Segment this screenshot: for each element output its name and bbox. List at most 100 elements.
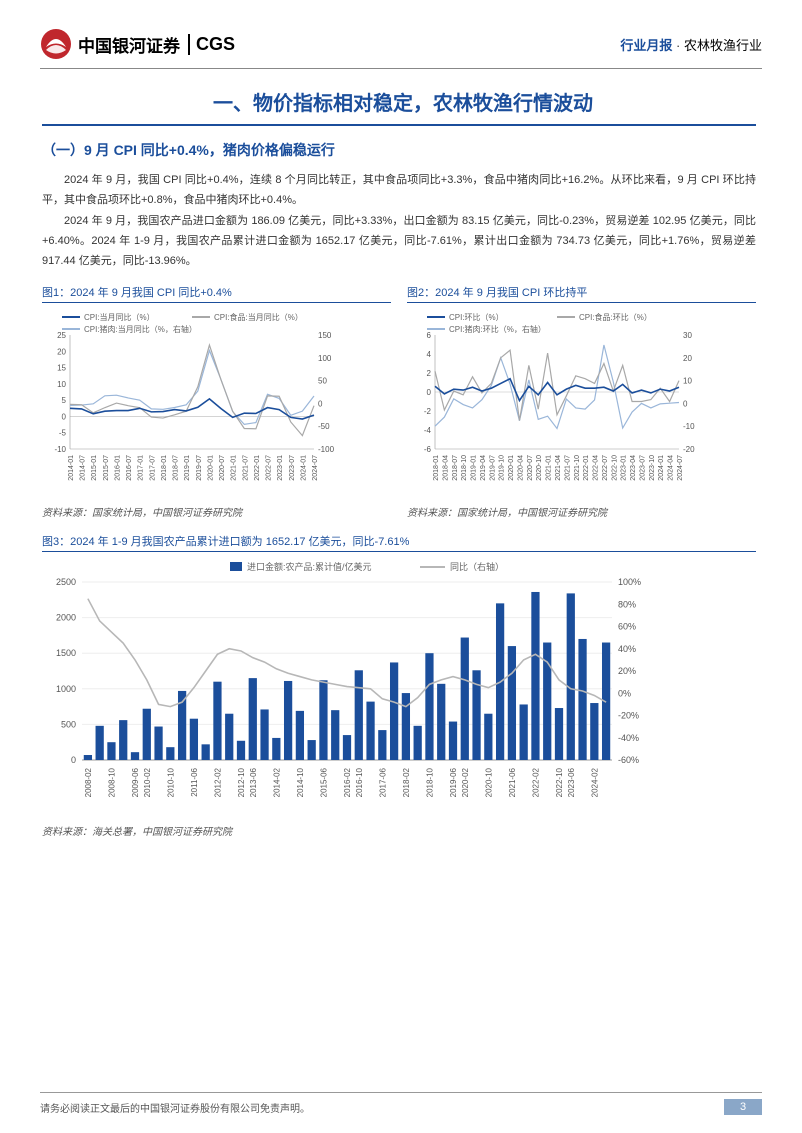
svg-text:2016-02: 2016-02 bbox=[343, 767, 352, 797]
svg-text:2019-01: 2019-01 bbox=[184, 455, 191, 481]
chart-3-title: 图3：2024 年 1-9 月我国农产品累计进口额为 1652.17 亿美元，同… bbox=[42, 533, 756, 552]
paragraph-2: 2024 年 9 月，我国农产品进口金额为 186.09 亿美元，同比+3.33… bbox=[42, 211, 756, 272]
svg-text:2014-01: 2014-01 bbox=[68, 455, 75, 481]
brand-name-cn: 中国银河证券 bbox=[78, 32, 180, 57]
svg-text:2019-06: 2019-06 bbox=[449, 767, 458, 797]
svg-text:2018-01: 2018-01 bbox=[161, 455, 168, 481]
svg-text:-40%: -40% bbox=[618, 732, 639, 742]
chart-3-svg: 进口金额:农产品:累计值/亿美元同比（右轴）050010001500200025… bbox=[42, 556, 658, 816]
svg-text:60%: 60% bbox=[618, 621, 636, 631]
svg-text:5: 5 bbox=[62, 396, 67, 405]
svg-text:2008-10: 2008-10 bbox=[107, 767, 116, 797]
svg-text:2019-10: 2019-10 bbox=[499, 455, 506, 481]
svg-text:2018-04: 2018-04 bbox=[442, 455, 449, 481]
svg-text:10: 10 bbox=[57, 380, 66, 389]
svg-text:2021-04: 2021-04 bbox=[555, 455, 562, 481]
svg-text:2023-10: 2023-10 bbox=[649, 455, 656, 481]
logo-icon bbox=[40, 28, 72, 60]
svg-text:2021-10: 2021-10 bbox=[574, 455, 581, 481]
svg-text:CPI:当月同比（%）: CPI:当月同比（%） bbox=[84, 312, 155, 322]
svg-text:2015-06: 2015-06 bbox=[319, 767, 328, 797]
svg-text:2016-01: 2016-01 bbox=[114, 455, 121, 481]
svg-text:40%: 40% bbox=[618, 643, 636, 653]
svg-text:2024-04: 2024-04 bbox=[668, 455, 675, 481]
svg-text:2020-02: 2020-02 bbox=[461, 767, 470, 797]
paragraph-1: 2024 年 9 月，我国 CPI 同比+0.4%，连续 8 个月同比转正，其中… bbox=[42, 170, 756, 211]
svg-text:20: 20 bbox=[683, 354, 692, 363]
svg-text:2022-01: 2022-01 bbox=[254, 455, 261, 481]
svg-text:2015-01: 2015-01 bbox=[91, 455, 98, 481]
svg-text:CPI:猪肉:当月同比（%，右轴）: CPI:猪肉:当月同比（%，右轴） bbox=[84, 324, 197, 334]
svg-text:2008-02: 2008-02 bbox=[84, 767, 93, 797]
svg-text:2014-07: 2014-07 bbox=[80, 455, 87, 481]
svg-text:50: 50 bbox=[318, 376, 327, 385]
svg-text:2014-10: 2014-10 bbox=[296, 767, 305, 797]
svg-text:2024-07: 2024-07 bbox=[312, 455, 319, 481]
crumb-sep: · bbox=[676, 38, 680, 53]
svg-text:2022-07: 2022-07 bbox=[602, 455, 609, 481]
chart-1-source: 资料来源：国家统计局，中国银河证券研究院 bbox=[42, 504, 391, 519]
svg-text:100%: 100% bbox=[618, 577, 641, 587]
svg-text:CPI:猪肉:环比（%，右轴）: CPI:猪肉:环比（%，右轴） bbox=[449, 324, 546, 334]
svg-text:1500: 1500 bbox=[56, 648, 76, 658]
svg-text:2023-01: 2023-01 bbox=[621, 455, 628, 481]
chart-1-title: 图1：2024 年 9 月我国 CPI 同比+0.4% bbox=[42, 284, 391, 303]
svg-text:CPI:食品:当月同比（%）: CPI:食品:当月同比（%） bbox=[214, 312, 303, 322]
svg-text:2020-01: 2020-01 bbox=[508, 455, 515, 481]
svg-text:-50: -50 bbox=[318, 422, 330, 431]
svg-text:2017-06: 2017-06 bbox=[378, 767, 387, 797]
chart-1: 图1：2024 年 9 月我国 CPI 同比+0.4% CPI:当月同比（%）C… bbox=[42, 284, 391, 519]
svg-text:2020-10: 2020-10 bbox=[536, 455, 543, 481]
svg-text:-10: -10 bbox=[54, 445, 66, 454]
chart-2-svg: CPI:环比（%）CPI:食品:环比（%）CPI:猪肉:环比（%，右轴）-6-4… bbox=[407, 307, 707, 497]
svg-text:80%: 80% bbox=[618, 599, 636, 609]
chart-3-source: 资料来源：海关总署，中国银河证券研究院 bbox=[42, 823, 756, 838]
disclaimer: 请务必阅读正文最后的中国银河证券股份有限公司免责声明。 bbox=[40, 1100, 310, 1115]
svg-text:2012-02: 2012-02 bbox=[213, 767, 222, 797]
svg-text:2020-07: 2020-07 bbox=[527, 455, 534, 481]
crumb-report-type: 行业月报 bbox=[620, 38, 672, 53]
svg-text:CPI:环比（%）: CPI:环比（%） bbox=[449, 312, 504, 322]
svg-text:2020-04: 2020-04 bbox=[517, 455, 524, 481]
chart-1-svg: CPI:当月同比（%） CPI:食品:当月同比（%） CPI:猪肉:当月同比（%，右… bbox=[42, 307, 342, 497]
brand-name-en: CGS bbox=[188, 34, 235, 55]
svg-text:2017-01: 2017-01 bbox=[138, 455, 145, 481]
svg-text:2018-01: 2018-01 bbox=[433, 455, 440, 481]
svg-text:2017-07: 2017-07 bbox=[149, 455, 156, 481]
svg-text:2023-07: 2023-07 bbox=[639, 455, 646, 481]
svg-text:2016-07: 2016-07 bbox=[126, 455, 133, 481]
svg-text:150: 150 bbox=[318, 331, 332, 340]
svg-text:10: 10 bbox=[683, 376, 692, 385]
svg-text:2016-10: 2016-10 bbox=[355, 767, 364, 797]
svg-text:-20%: -20% bbox=[618, 710, 639, 720]
svg-text:2022-02: 2022-02 bbox=[531, 767, 540, 797]
svg-text:2021-06: 2021-06 bbox=[508, 767, 517, 797]
svg-text:2018-07: 2018-07 bbox=[173, 455, 180, 481]
svg-text:2021-01: 2021-01 bbox=[231, 455, 238, 481]
svg-text:2020-07: 2020-07 bbox=[219, 455, 226, 481]
svg-text:2018-07: 2018-07 bbox=[452, 455, 459, 481]
svg-text:2020-10: 2020-10 bbox=[484, 767, 493, 797]
svg-text:0: 0 bbox=[683, 399, 688, 408]
svg-text:2010-02: 2010-02 bbox=[143, 767, 152, 797]
svg-text:2023-01: 2023-01 bbox=[277, 455, 284, 481]
svg-text:20: 20 bbox=[57, 347, 66, 356]
svg-text:2015-07: 2015-07 bbox=[103, 455, 110, 481]
page-number: 3 bbox=[724, 1099, 762, 1115]
svg-text:2023-04: 2023-04 bbox=[630, 455, 637, 481]
svg-text:2024-07: 2024-07 bbox=[677, 455, 684, 481]
svg-text:30: 30 bbox=[683, 331, 692, 340]
svg-text:100: 100 bbox=[318, 354, 332, 363]
svg-text:0: 0 bbox=[427, 388, 432, 397]
svg-text:2019-01: 2019-01 bbox=[471, 455, 478, 481]
svg-text:2010-10: 2010-10 bbox=[166, 767, 175, 797]
chart-3: 图3：2024 年 1-9 月我国农产品累计进口额为 1652.17 亿美元，同… bbox=[42, 533, 756, 838]
svg-text:-4: -4 bbox=[424, 426, 432, 435]
svg-text:-6: -6 bbox=[424, 445, 432, 454]
breadcrumb: 行业月报 · 农林牧渔行业 bbox=[620, 35, 762, 54]
svg-text:2023-07: 2023-07 bbox=[289, 455, 296, 481]
svg-text:2021-01: 2021-01 bbox=[546, 455, 553, 481]
svg-text:1000: 1000 bbox=[56, 684, 76, 694]
content-area: 一、物价指标相对稳定，农林牧渔行情波动 （一）9 月 CPI 同比+0.4%，猪… bbox=[0, 69, 802, 838]
svg-text:2: 2 bbox=[427, 369, 432, 378]
